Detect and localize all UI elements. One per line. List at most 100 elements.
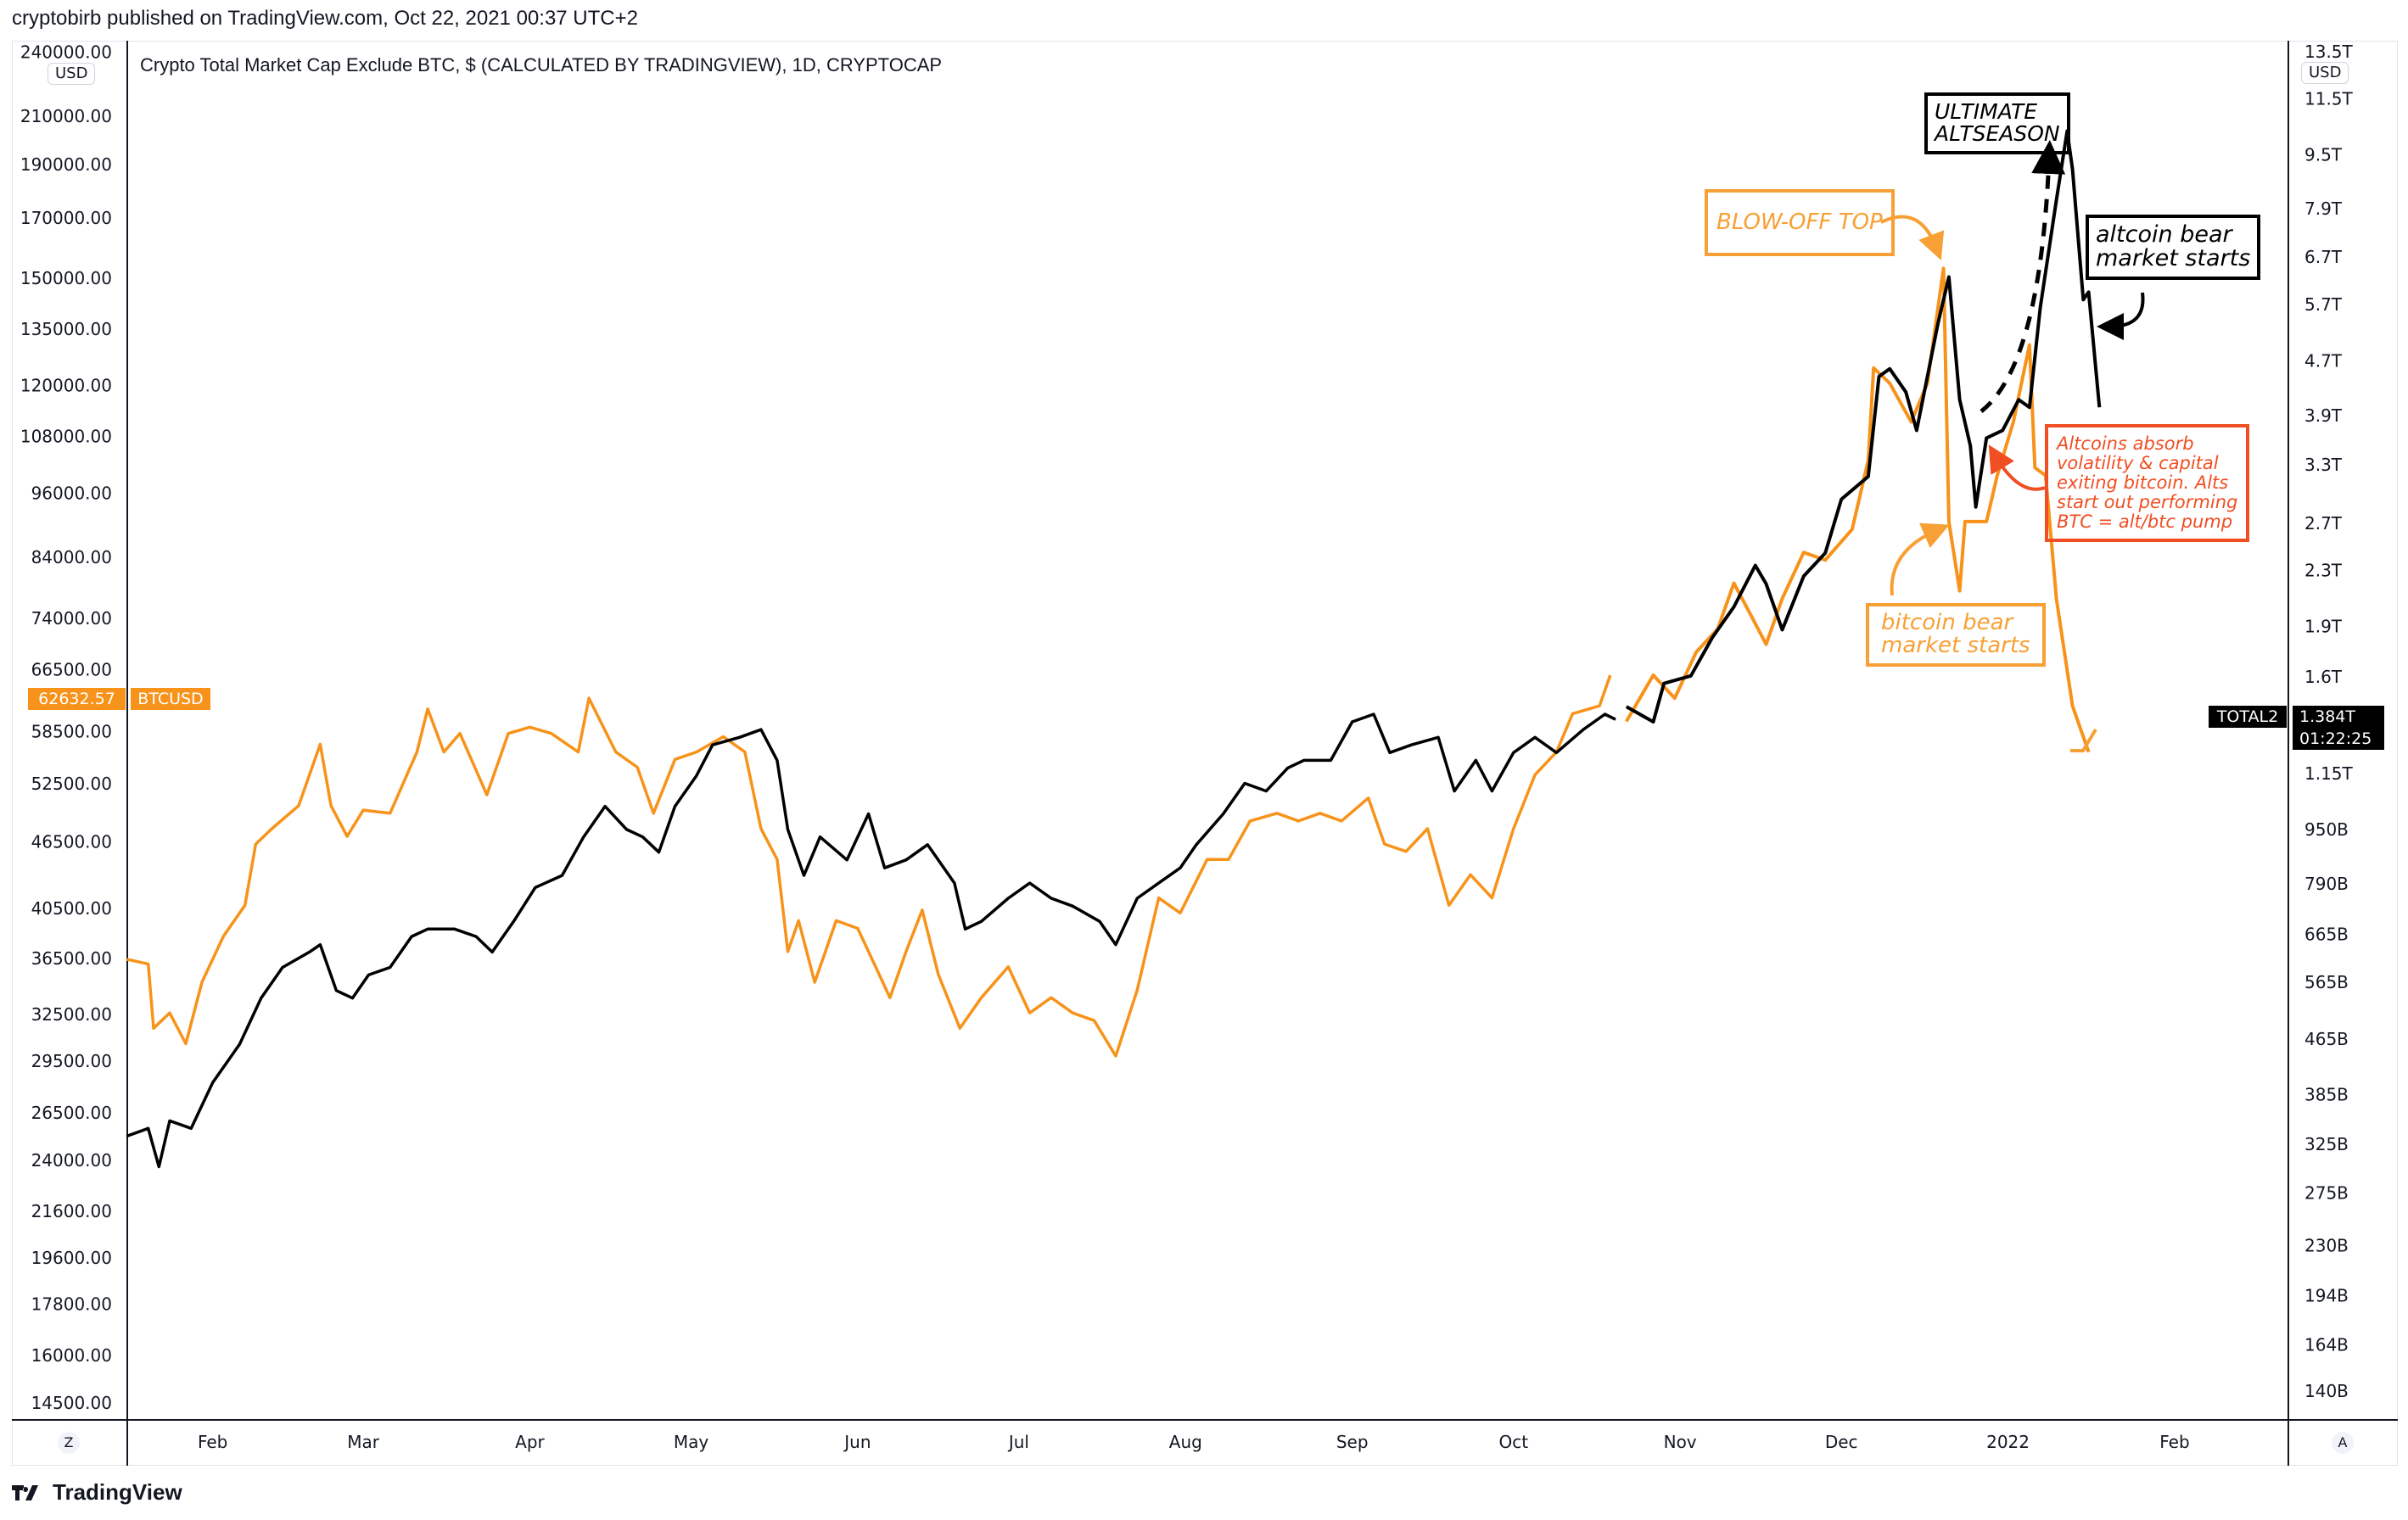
right-currency-button[interactable]: USD [2301,62,2349,84]
time-axis-tick-label: Nov [1664,1432,1697,1452]
right-axis-tick-label: 11.5T [2304,88,2354,109]
right-axis-tick-label: 325B [2304,1134,2349,1154]
series-line-total2-projection [1625,129,2102,724]
time-axis-tick-label: Mar [347,1432,380,1452]
note-line: volatility & capital [2057,453,2219,473]
right-axis-tick-label: 275B [2304,1183,2349,1204]
right-axis-tick-label: 790B [2304,874,2349,894]
time-axis-tick-label: Jul [1007,1432,1029,1452]
left-axis-tick-label: 240000.00 [20,42,112,62]
right-axis-tick-label: 465B [2304,1029,2349,1049]
absorb-note: Altcoins absorb volatility & capital exi… [2045,424,2250,542]
left-axis-tick-label: 135000.00 [20,319,112,339]
right-axis-tick-label: 3.9T [2304,405,2343,426]
right-axis-tick-label: 2.7T [2304,513,2343,534]
left-axis-tick-label: 210000.00 [20,106,112,126]
chart-frame [12,41,2398,1466]
left-axis-tick-label: 84000.00 [31,547,112,567]
total2-countdown: 01:22:25 [2299,729,2372,748]
left-axis-tick-label: 21600.00 [31,1201,112,1221]
right-axis-tick-label: 7.9T [2304,198,2343,219]
left-axis-tick-label: 46500.00 [31,832,112,852]
time-axis-tick-label: Feb [2159,1432,2189,1452]
left-axis-tick-label: 120000.00 [20,376,112,396]
note-line: BTC = alt/btc pump [2057,511,2233,532]
log-scale-button-z[interactable]: Z [58,1432,80,1454]
left-axis-tick-label: 14500.00 [31,1393,112,1413]
left-axis-tick-label: 16000.00 [31,1345,112,1366]
right-axis-tick-label: 230B [2304,1235,2349,1255]
absorb-arrow [1988,444,2046,491]
time-axis-tick-label: Feb [198,1432,227,1452]
left-axis-tick-label: 24000.00 [31,1150,112,1171]
right-axis-tick-label: 6.7T [2304,247,2343,267]
altseason-dashed-arrow [1980,140,2066,413]
btc-projection-arrowhead [2070,728,2097,752]
left-axis-tick-label: 190000.00 [20,154,112,175]
right-axis-tick-label: 950B [2304,819,2349,840]
time-axis-tick-label: Oct [1498,1432,1528,1452]
right-axis-tick-label: 13.5T [2304,42,2354,62]
right-axis-tick-label: 164B [2304,1334,2349,1355]
right-axis-tick-label: 4.7T [2304,351,2343,372]
left-axis-tick-label: 29500.00 [31,1051,112,1071]
altcoin-bear-arrow [2097,292,2145,340]
note-line: market starts [1881,633,2030,659]
series-line-btcusd [126,674,1612,1058]
total2-value-tag: 1.384T 01:22:25 [2293,706,2384,750]
altcoin-bear-note: altcoin bear market starts [2086,215,2261,280]
time-axis-tick-label: Sep [1336,1432,1369,1452]
left-axis-tick-label: 66500.00 [31,660,112,680]
note-line: start out performing [2057,492,2238,512]
time-axis-tick-label: Dec [1825,1432,1858,1452]
right-axis-tick-label: 140B [2304,1381,2349,1401]
left-axis-tick-label: 150000.00 [20,268,112,288]
right-axis-tick-label: 1.6T [2304,667,2343,687]
note-line: altcoin bear [2096,221,2232,248]
time-axis-tick-label: Jun [843,1432,871,1452]
time-axis-ticks: Feb Mar Apr May Jun Jul Aug Sep Oct Nov Dec 2022 Feb [198,1432,2190,1452]
time-axis-tick-label: 2022 [1986,1432,2030,1452]
btc-symbol-tag: BTCUSD [131,688,210,710]
bitcoin-bear-note: bitcoin bear market starts [1866,603,2046,667]
left-axis-tick-label: 108000.00 [20,426,112,446]
total2-symbol-tag: TOTAL2 [2209,706,2287,728]
left-axis-tick-label: 19600.00 [31,1248,112,1268]
left-currency-button[interactable]: USD [48,63,96,85]
total2-value: 1.384T [2299,707,2355,726]
time-axis-tick-label: Apr [515,1432,545,1452]
series-line-btcusd-projection [1625,266,2091,753]
note-line: ALTSEASON [1935,121,2060,147]
tradingview-logo[interactable]: TradingView [12,1479,182,1506]
right-axis-tick-label: 9.5T [2304,144,2343,165]
right-axis-tick-label: 2.3T [2304,561,2343,581]
note-line: bitcoin bear [1881,610,2013,635]
tradingview-logo-icon [12,1484,38,1500]
left-axis-tick-label: 74000.00 [31,608,112,629]
btc-price-tag: 62632.57 [28,688,126,710]
left-axis-tick-label: 58500.00 [31,721,112,741]
ultimate-altseason-note: ULTIMATE ALTSEASON [1924,92,2070,154]
left-axis-tick-label: 96000.00 [31,483,112,503]
auto-scale-button-a[interactable]: A [2332,1432,2354,1454]
bitcoin-bear-arrow [1890,522,1950,596]
note-line: Altcoins absorb [2057,433,2194,454]
blowoff-arrow [1880,215,1945,260]
published-header: cryptobirb published on TradingView.com,… [12,7,638,30]
blowoff-top-note: BLOW-OFF TOP [1705,189,1895,257]
right-axis-tick-label: 665B [2304,925,2349,945]
time-axis-tick-label: May [674,1432,709,1452]
right-axis-tick-label: 194B [2304,1285,2349,1305]
tradingview-logo-text: TradingView [53,1479,182,1505]
right-axis-tick-label: 385B [2304,1084,2349,1104]
left-axis-tick-label: 26500.00 [31,1103,112,1123]
left-axis-tick-label: 52500.00 [31,774,112,794]
left-axis-tick-label: 17800.00 [31,1294,112,1315]
left-axis-tick-label: 36500.00 [31,948,112,969]
time-axis-tick-label: Aug [1169,1432,1202,1452]
right-axis-tick-label: 3.3T [2304,455,2343,475]
right-axis-ticks: 13.5T 11.5T 9.5T 7.9T 6.7T 5.7T 4.7T 3.9T 3.3T 2.… [2304,42,2354,1401]
series-line-total2 [126,712,1616,1169]
left-axis-tick-label: 32500.00 [31,1004,112,1025]
